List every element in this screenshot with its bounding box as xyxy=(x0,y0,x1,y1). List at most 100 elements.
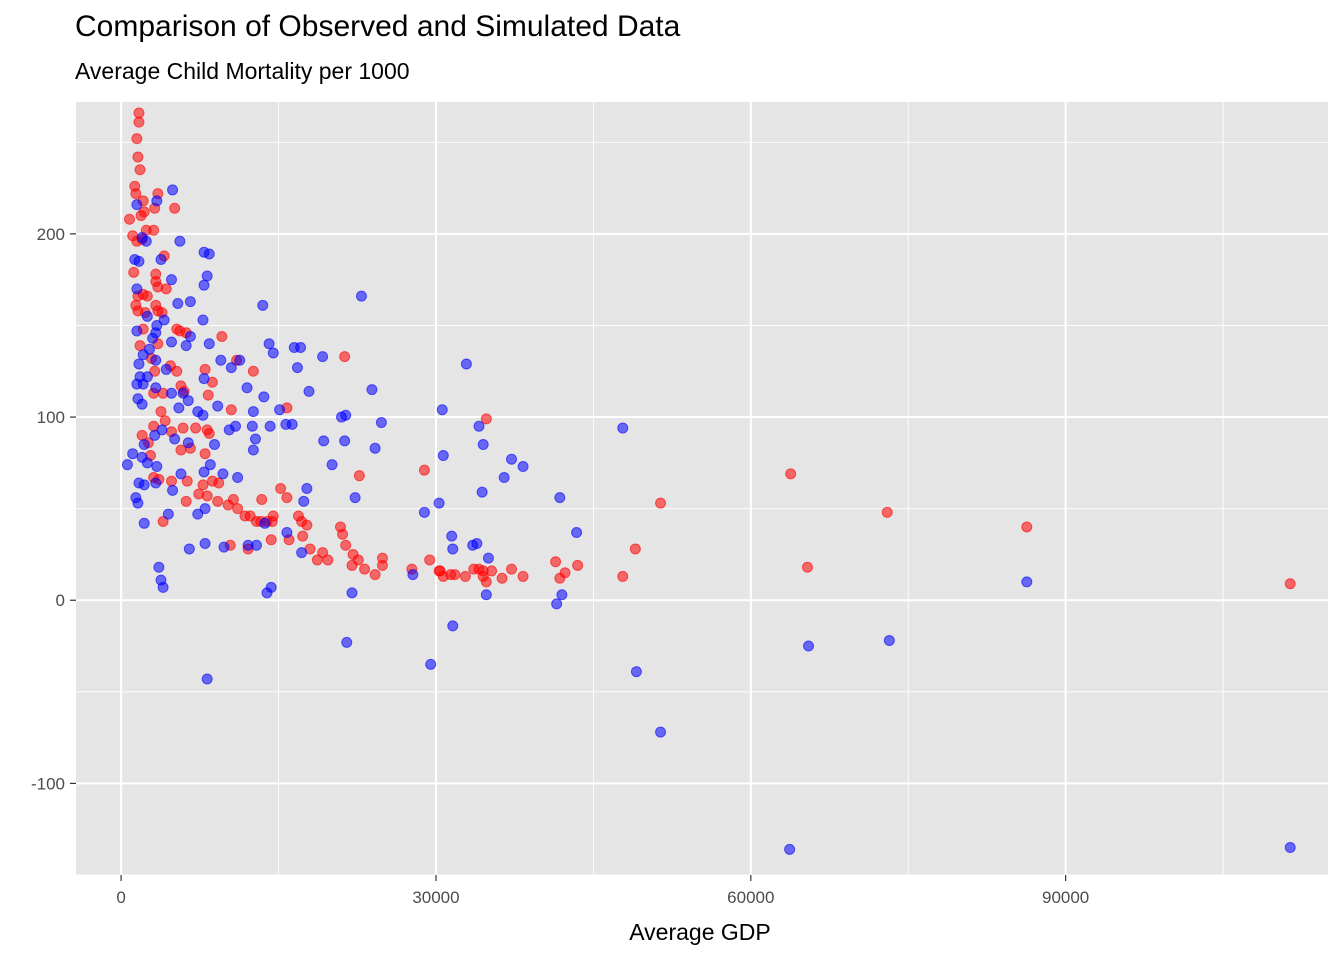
data-point-series-1 xyxy=(222,499,234,511)
data-point-series-1 xyxy=(197,479,209,491)
data-point-series-2 xyxy=(346,587,358,599)
data-point-series-2 xyxy=(198,373,210,385)
data-point-series-1 xyxy=(160,283,172,295)
data-point-series-1 xyxy=(629,543,641,555)
data-point-series-1 xyxy=(1284,578,1296,590)
data-point-series-2 xyxy=(131,283,143,295)
data-point-series-2 xyxy=(204,459,216,471)
data-point-series-2 xyxy=(209,439,221,451)
data-point-series-1 xyxy=(124,213,136,225)
data-point-series-2 xyxy=(166,336,178,348)
data-point-series-1 xyxy=(180,495,192,507)
data-point-series-1 xyxy=(496,572,508,584)
data-point-series-2 xyxy=(192,508,204,520)
data-point-series-2 xyxy=(138,517,150,529)
data-point-series-2 xyxy=(247,444,259,456)
data-point-series-2 xyxy=(166,274,178,286)
data-point-series-1 xyxy=(166,475,178,487)
data-point-series-1 xyxy=(359,563,371,575)
data-point-series-1 xyxy=(190,422,202,434)
data-point-series-2 xyxy=(498,472,510,484)
data-point-series-2 xyxy=(201,673,213,685)
data-point-series-2 xyxy=(375,417,387,429)
data-point-series-2 xyxy=(201,270,213,282)
data-point-series-2 xyxy=(341,636,353,648)
y-tick-label: 100 xyxy=(37,408,65,427)
data-point-series-1 xyxy=(550,556,562,568)
data-point-series-2 xyxy=(136,398,148,410)
data-point-series-2 xyxy=(318,435,330,447)
data-point-series-2 xyxy=(317,351,329,363)
data-point-series-1 xyxy=(216,330,228,342)
data-point-series-1 xyxy=(459,570,471,582)
data-point-series-1 xyxy=(256,493,268,505)
data-point-series-2 xyxy=(425,658,437,670)
data-point-series-1 xyxy=(353,470,365,482)
data-point-series-2 xyxy=(203,248,215,260)
data-point-series-2 xyxy=(132,497,144,509)
data-point-series-2 xyxy=(173,402,185,414)
data-point-series-2 xyxy=(340,409,352,421)
data-points xyxy=(121,107,1296,855)
data-point-series-2 xyxy=(169,433,181,445)
data-point-series-2 xyxy=(355,290,367,302)
chart-subtitle: Average Child Mortality per 1000 xyxy=(75,58,410,84)
data-point-series-2 xyxy=(141,310,153,322)
data-point-series-1 xyxy=(225,404,237,416)
data-point-series-2 xyxy=(218,541,230,553)
x-tick-label: 60000 xyxy=(727,888,774,907)
data-point-series-2 xyxy=(203,338,215,350)
data-point-series-2 xyxy=(184,296,196,308)
data-point-series-2 xyxy=(177,387,189,399)
data-point-series-2 xyxy=(150,382,162,394)
data-point-series-2 xyxy=(655,726,667,738)
data-point-series-2 xyxy=(1021,576,1033,588)
data-point-series-1 xyxy=(265,534,277,546)
data-point-series-1 xyxy=(339,351,351,363)
data-point-series-2 xyxy=(153,561,165,573)
data-point-series-2 xyxy=(234,354,246,366)
data-point-series-1 xyxy=(213,477,225,489)
data-point-series-2 xyxy=(784,843,796,855)
data-point-series-2 xyxy=(433,497,445,509)
data-point-series-1 xyxy=(322,554,334,566)
data-point-series-1 xyxy=(128,266,140,278)
data-point-series-2 xyxy=(133,255,145,267)
data-point-series-2 xyxy=(156,424,168,436)
data-point-series-1 xyxy=(133,107,145,119)
y-tick-label: -100 xyxy=(31,774,65,793)
data-point-series-2 xyxy=(212,400,224,412)
data-point-series-1 xyxy=(655,497,667,509)
data-point-series-2 xyxy=(167,484,179,496)
data-point-series-2 xyxy=(162,508,174,520)
data-point-series-2 xyxy=(131,199,143,211)
data-point-series-1 xyxy=(785,468,797,480)
data-point-series-1 xyxy=(169,202,181,214)
data-point-series-2 xyxy=(447,543,459,555)
data-point-series-1 xyxy=(171,365,183,377)
data-point-series-1 xyxy=(159,415,171,427)
y-tick-label: 0 xyxy=(56,591,65,610)
data-point-series-2 xyxy=(326,459,338,471)
data-point-series-1 xyxy=(181,475,193,487)
data-point-series-2 xyxy=(131,325,143,337)
data-point-series-1 xyxy=(203,428,215,440)
data-point-series-2 xyxy=(437,450,449,462)
data-point-series-1 xyxy=(572,559,584,571)
data-point-series-2 xyxy=(551,598,563,610)
data-point-series-1 xyxy=(177,422,189,434)
data-point-series-2 xyxy=(174,235,186,247)
data-point-series-1 xyxy=(340,539,352,551)
y-tick-label: 200 xyxy=(37,225,65,244)
data-point-series-2 xyxy=(1284,842,1296,854)
data-point-series-2 xyxy=(301,483,313,494)
data-point-series-2 xyxy=(258,391,270,403)
data-point-series-2 xyxy=(197,314,209,326)
data-point-series-1 xyxy=(135,210,147,222)
data-point-series-2 xyxy=(150,354,162,366)
data-point-series-1 xyxy=(148,224,160,236)
data-point-series-2 xyxy=(241,382,253,394)
data-point-series-2 xyxy=(182,395,194,407)
data-point-series-2 xyxy=(482,552,494,564)
